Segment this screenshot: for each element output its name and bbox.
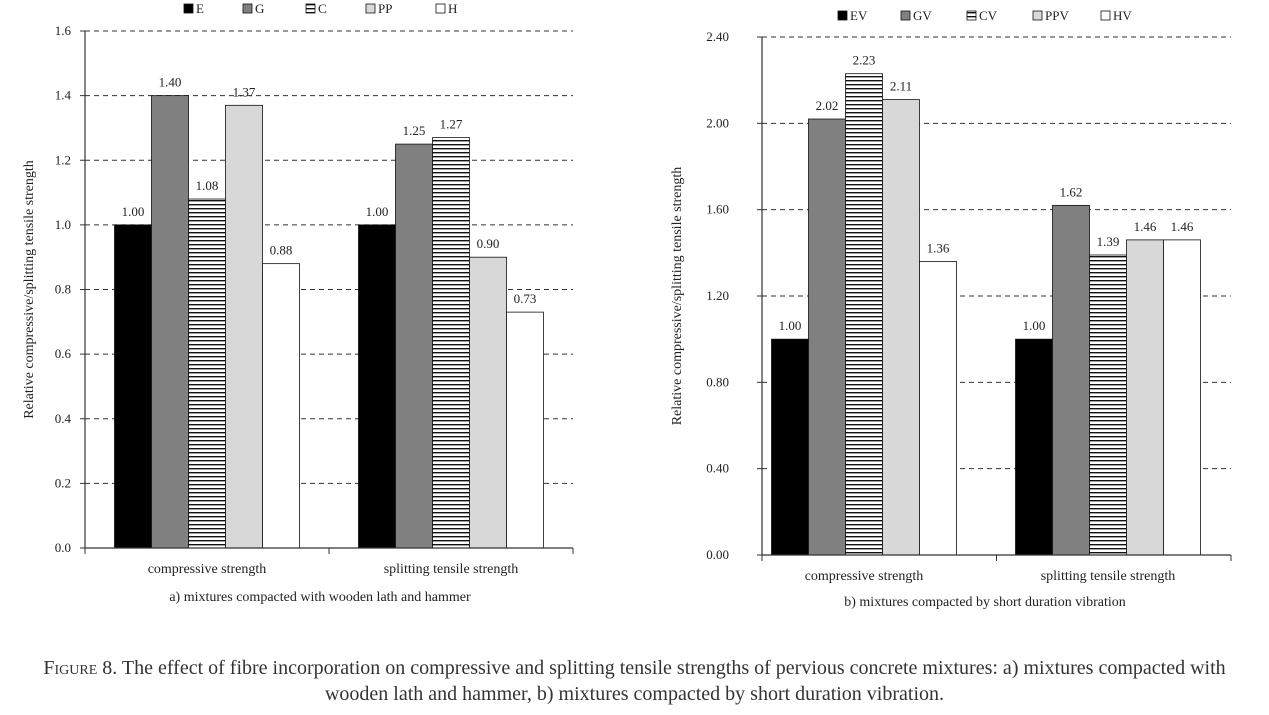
bar-hv-tensile xyxy=(1163,239,1201,556)
y-tick-label: 1.0 xyxy=(55,217,71,232)
bar-h-compressive xyxy=(262,263,300,549)
legend-label-c: C xyxy=(318,1,327,16)
legend-label-ev: EV xyxy=(850,8,868,23)
legend-label-e: E xyxy=(196,1,204,16)
data-label: 1.27 xyxy=(440,117,463,132)
chart-a: 0.0 0.2 0.4 0.6 0.8 1.0 1.2 1.4 1.6 1.00 1.40 1.08 1… xyxy=(22,1,574,605)
data-label: 0.88 xyxy=(270,243,293,258)
caption-text: The effect of fibre incorporation on com… xyxy=(121,657,1226,705)
bar-e-tensile xyxy=(358,224,396,549)
legend-swatch-ppv xyxy=(1032,10,1043,21)
legend-swatch-ev xyxy=(837,10,848,21)
category-label: splitting tensile strength xyxy=(1041,569,1176,584)
y-tick-label: 1.60 xyxy=(706,202,729,217)
bar-hv-compressive xyxy=(919,261,957,556)
legend-swatch-hv xyxy=(1100,10,1111,21)
data-label: 2.11 xyxy=(890,79,912,94)
legend-swatch-g xyxy=(242,3,253,14)
data-label: 1.08 xyxy=(196,178,219,193)
data-label: 1.62 xyxy=(1060,184,1083,199)
legend-label-pp: PP xyxy=(378,1,392,16)
data-label: 1.00 xyxy=(779,318,802,333)
bar-cv-compressive xyxy=(845,73,883,556)
bar-g-tensile xyxy=(395,143,433,549)
bar-c-compressive xyxy=(188,198,226,549)
y-tick-label: 0.2 xyxy=(55,475,71,490)
bar-ev-compressive xyxy=(771,338,809,556)
figure-caption: Figure 8. The effect of fibre incorporat… xyxy=(10,655,1259,707)
data-label: 0.73 xyxy=(514,291,537,306)
y-tick-label: 0.80 xyxy=(706,374,729,389)
category-label: compressive strength xyxy=(148,562,267,577)
bar-ppv-tensile xyxy=(1126,239,1164,556)
y-tick-label: 0.40 xyxy=(706,461,729,476)
y-tick-label: 2.00 xyxy=(706,115,729,130)
data-label: 1.00 xyxy=(122,204,145,219)
figure-charts: 0.0 0.2 0.4 0.6 0.8 1.0 1.2 1.4 1.6 1.00 1.40 1.08 1… xyxy=(22,1,1232,610)
legend-swatch-gv xyxy=(900,10,911,21)
bar-gv-compressive xyxy=(808,118,846,556)
bar-gv-tensile xyxy=(1052,204,1090,556)
y-tick-label: 0.6 xyxy=(55,346,72,361)
bar-g-compressive xyxy=(151,95,189,549)
y-tick-label: 1.6 xyxy=(55,23,72,38)
data-label: 2.02 xyxy=(816,98,839,113)
y-tick-label: 0.0 xyxy=(55,540,71,555)
legend-swatch-cv xyxy=(966,10,977,21)
figure-label: Figure 8. xyxy=(43,657,118,679)
legend-label-h: H xyxy=(448,1,457,16)
data-label: 1.00 xyxy=(366,204,389,219)
y-tick-label: 0.8 xyxy=(55,282,71,297)
y-tick-label: 0.00 xyxy=(706,547,729,562)
data-label: 1.37 xyxy=(233,84,256,99)
data-label: 1.46 xyxy=(1171,219,1194,234)
legend-label-g: G xyxy=(255,1,264,16)
data-label: 0.90 xyxy=(477,236,500,251)
bar-ev-tensile xyxy=(1015,338,1053,556)
y-axis-label: Relative compressive/splitting tensile s… xyxy=(670,167,685,426)
legend-swatch-pp xyxy=(365,3,376,14)
data-label: 1.40 xyxy=(159,75,182,90)
chart-b: 0.00 0.40 0.80 1.20 1.60 2.00 2.40 1.00 2.02 2.23… xyxy=(670,8,1232,610)
legend-swatch-e xyxy=(183,3,194,14)
y-tick-label: 1.4 xyxy=(55,88,72,103)
data-label: 2.23 xyxy=(853,53,876,68)
bar-e-compressive xyxy=(114,224,152,549)
y-tick-label: 2.40 xyxy=(706,29,729,44)
bar-ppv-compressive xyxy=(882,99,920,556)
legend-label-ppv: PPV xyxy=(1045,8,1069,23)
chart-subtitle: b) mixtures compacted by short duration … xyxy=(844,595,1126,610)
bar-cv-tensile xyxy=(1089,254,1127,556)
chart-subtitle: a) mixtures compacted with wooden lath a… xyxy=(169,590,471,605)
legend-label-cv: CV xyxy=(979,8,998,23)
y-tick-label: 0.4 xyxy=(55,411,72,426)
y-tick-label: 1.2 xyxy=(55,152,71,167)
legend-label-gv: GV xyxy=(913,8,932,23)
data-label: 1.46 xyxy=(1134,219,1157,234)
bar-h-tensile xyxy=(506,311,544,549)
data-label: 1.25 xyxy=(403,123,426,138)
legend-swatch-h xyxy=(435,3,446,14)
category-label: compressive strength xyxy=(805,569,924,584)
data-label: 1.36 xyxy=(927,240,950,255)
bar-c-tensile xyxy=(432,137,470,549)
legend-swatch-c xyxy=(305,3,316,14)
legend-label-hv: HV xyxy=(1113,8,1132,23)
data-label: 1.39 xyxy=(1097,234,1120,249)
y-axis-label: Relative compressive/splitting tensile s… xyxy=(22,160,37,419)
bar-pp-compressive xyxy=(225,104,263,549)
category-label: splitting tensile strength xyxy=(384,562,519,577)
bar-pp-tensile xyxy=(469,256,507,549)
data-label: 1.00 xyxy=(1023,318,1046,333)
y-tick-label: 1.20 xyxy=(706,288,729,303)
